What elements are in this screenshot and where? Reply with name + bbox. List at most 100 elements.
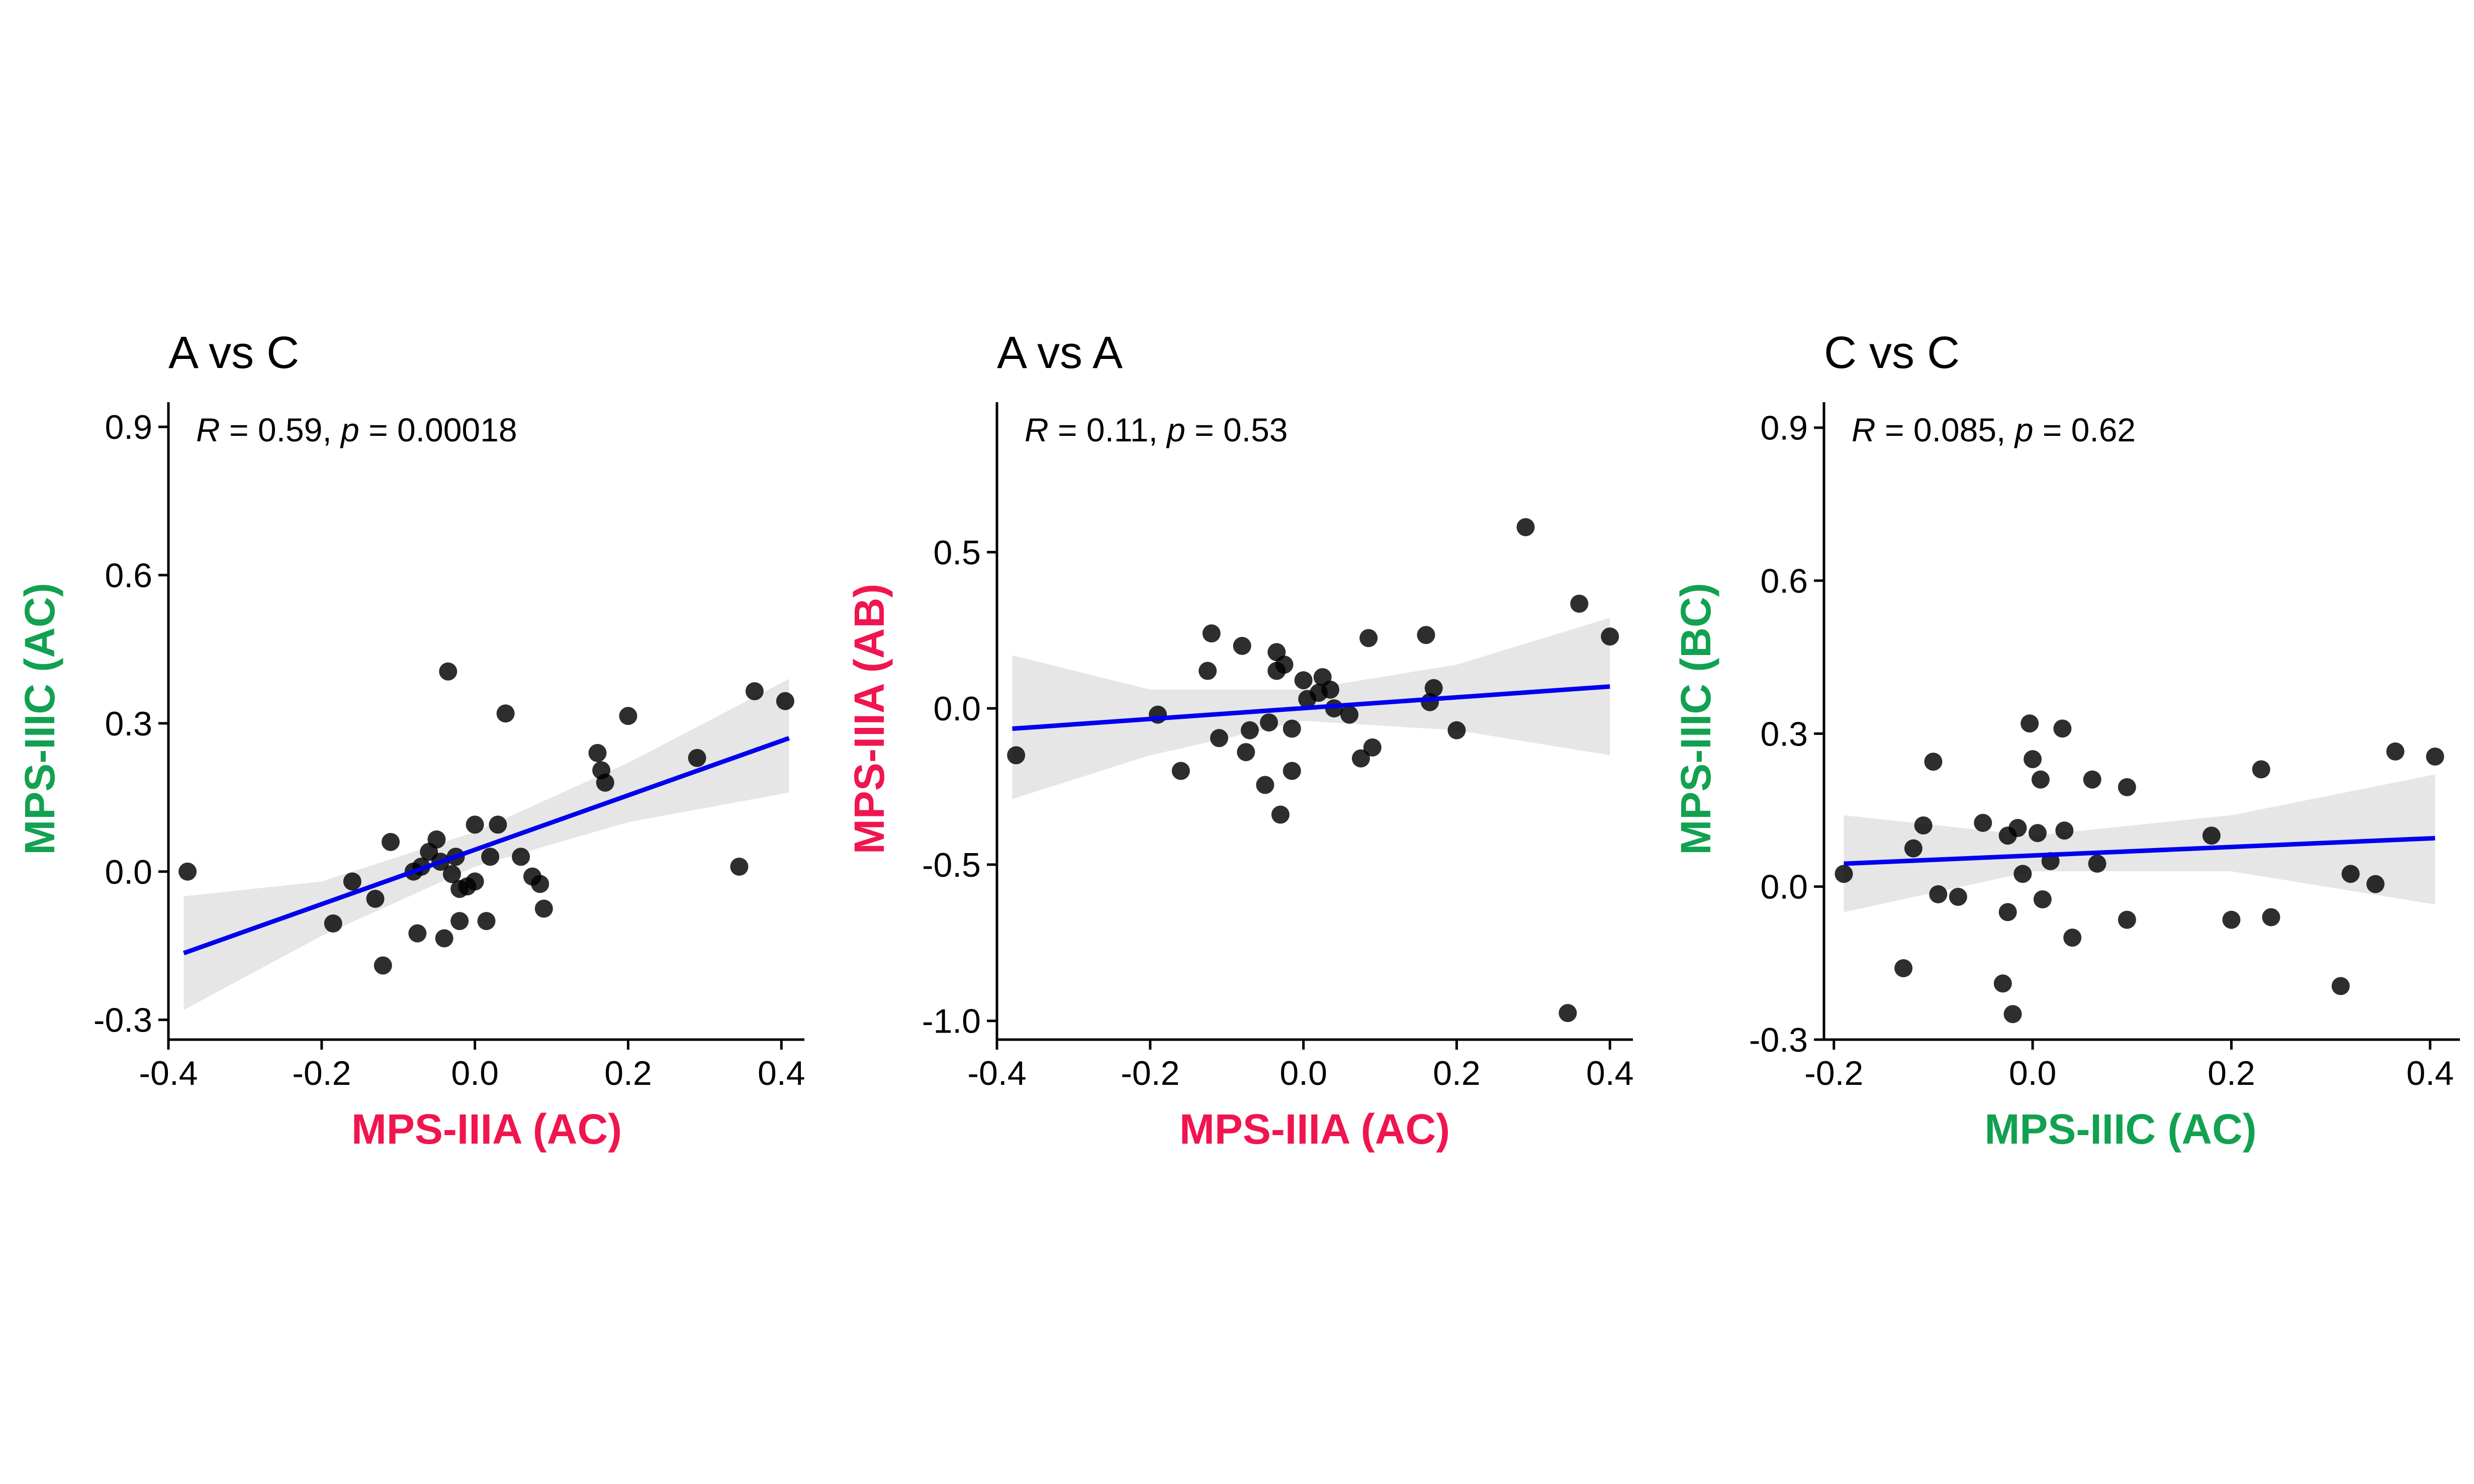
stat-p-value: = 0.62 bbox=[2033, 411, 2136, 448]
x-tick-label: -0.2 bbox=[292, 1054, 351, 1092]
data-point-26 bbox=[1363, 738, 1382, 757]
x-tick-label: -0.4 bbox=[967, 1054, 1026, 1092]
x-tick-label: 0.0 bbox=[1279, 1054, 1327, 1092]
data-point-4 bbox=[1202, 624, 1221, 642]
data-point-10 bbox=[1260, 713, 1278, 732]
data-point-23 bbox=[2083, 770, 2101, 789]
data-point-31 bbox=[1516, 518, 1535, 536]
x-tick-label: -0.2 bbox=[1121, 1054, 1179, 1092]
data-point-35 bbox=[745, 682, 764, 701]
y-tick-label: 0.0 bbox=[105, 853, 152, 891]
x-tick-label: 0.2 bbox=[2208, 1054, 2255, 1092]
y-tick-label: 0.0 bbox=[1760, 868, 1808, 906]
data-point-33 bbox=[1570, 594, 1589, 613]
data-point-13 bbox=[439, 662, 457, 681]
data-point-23 bbox=[489, 815, 507, 834]
data-point-5 bbox=[1210, 729, 1228, 748]
x-tick-label: 0.2 bbox=[1433, 1054, 1481, 1092]
y-tick-label: -0.3 bbox=[1749, 1021, 1808, 1059]
data-point-29 bbox=[1424, 679, 1443, 697]
stat-r-label: R bbox=[1852, 411, 1876, 448]
data-point-28 bbox=[2222, 910, 2241, 929]
y-tick-label: 0.0 bbox=[933, 690, 981, 728]
data-point-7 bbox=[1237, 743, 1255, 762]
stat-p-label: p bbox=[1166, 411, 1185, 448]
data-point-9 bbox=[1256, 776, 1274, 794]
data-point-22 bbox=[481, 848, 500, 866]
correlation-stat: R = 0.085, p = 0.62 bbox=[1852, 411, 2136, 448]
data-point-17 bbox=[1294, 671, 1313, 690]
data-point-21 bbox=[477, 912, 496, 931]
panel-title: A vs C bbox=[168, 328, 299, 378]
correlation-stat: R = 0.59, p = 0.00018 bbox=[196, 411, 517, 448]
x-tick-label: 0.0 bbox=[451, 1054, 499, 1092]
data-point-23 bbox=[1340, 705, 1359, 724]
data-point-26 bbox=[2118, 910, 2136, 929]
data-point-34 bbox=[730, 857, 749, 876]
x-tick-label: 0.4 bbox=[758, 1054, 805, 1092]
data-point-19 bbox=[466, 872, 484, 891]
data-point-32 bbox=[1559, 1004, 1577, 1023]
data-point-22 bbox=[2063, 929, 2082, 947]
data-point-0 bbox=[178, 862, 197, 881]
panel-title: C vs C bbox=[1824, 328, 1960, 378]
stat-r-value: = 0.11, bbox=[1049, 411, 1167, 448]
data-point-12 bbox=[2008, 819, 2027, 838]
data-point-21 bbox=[1321, 680, 1339, 699]
stat-p-value: = 0.53 bbox=[1185, 411, 1288, 448]
data-point-6 bbox=[1233, 636, 1251, 655]
x-axis-title: MPS-IIIA (AC) bbox=[351, 1105, 622, 1153]
data-point-29 bbox=[2252, 760, 2270, 779]
x-tick-label: 0.0 bbox=[2009, 1054, 2057, 1092]
data-point-0 bbox=[1007, 746, 1026, 765]
x-tick-label: 0.2 bbox=[604, 1054, 652, 1092]
data-point-32 bbox=[619, 707, 637, 725]
stat-r-label: R bbox=[1025, 411, 1049, 448]
y-tick-label: 0.6 bbox=[105, 556, 152, 595]
data-point-5 bbox=[1929, 885, 1948, 903]
data-point-16 bbox=[2028, 824, 2047, 843]
data-point-27 bbox=[2202, 826, 2221, 845]
data-point-25 bbox=[1359, 629, 1378, 647]
y-tick-label: 0.6 bbox=[1760, 562, 1808, 600]
stat-r-label: R bbox=[196, 411, 220, 448]
data-point-14 bbox=[1275, 656, 1294, 674]
data-point-13 bbox=[2013, 865, 2032, 883]
data-point-35 bbox=[2426, 748, 2444, 766]
data-point-14 bbox=[2021, 714, 2039, 733]
data-point-28 bbox=[534, 899, 553, 918]
data-point-30 bbox=[2262, 908, 2280, 926]
data-point-1 bbox=[324, 914, 342, 933]
data-point-7 bbox=[1974, 813, 1992, 832]
data-point-27 bbox=[1417, 626, 1435, 644]
data-point-31 bbox=[596, 773, 614, 792]
data-point-8 bbox=[1993, 974, 2012, 993]
data-point-24 bbox=[2088, 855, 2106, 873]
y-tick-label: 0.9 bbox=[105, 408, 152, 446]
scatter-panel-c-vs-c: C vs C R = 0.085, p = 0.62 MPS-IIIC (AC)… bbox=[1672, 328, 2460, 1153]
data-point-7 bbox=[408, 924, 427, 943]
data-point-25 bbox=[2118, 778, 2136, 796]
data-point-8 bbox=[1240, 721, 1259, 739]
data-point-3 bbox=[1914, 816, 1933, 834]
data-point-36 bbox=[776, 692, 794, 710]
stat-p-value: = 0.00018 bbox=[359, 411, 517, 448]
data-point-18 bbox=[2033, 890, 2052, 909]
data-point-24 bbox=[1351, 749, 1370, 768]
data-point-4 bbox=[1924, 753, 1943, 771]
y-tick-label: -0.3 bbox=[94, 1001, 152, 1040]
confidence-band bbox=[1844, 774, 2435, 912]
data-point-33 bbox=[2366, 875, 2385, 893]
scatter-panel-a-vs-c: A vs C R = 0.59, p = 0.00018 MPS-IIIA (A… bbox=[16, 328, 805, 1153]
stat-r-value: = 0.085, bbox=[1876, 411, 2015, 448]
data-point-30 bbox=[1447, 721, 1466, 739]
data-point-34 bbox=[1601, 627, 1619, 646]
data-point-29 bbox=[588, 744, 607, 762]
data-point-17 bbox=[450, 912, 469, 931]
y-tick-label: 0.9 bbox=[1760, 409, 1808, 447]
data-point-34 bbox=[2386, 742, 2405, 761]
stat-p-label: p bbox=[2014, 411, 2034, 448]
y-axis-title: MPS-IIIC (AC) bbox=[16, 583, 63, 855]
y-tick-label: -1.0 bbox=[922, 1002, 981, 1041]
